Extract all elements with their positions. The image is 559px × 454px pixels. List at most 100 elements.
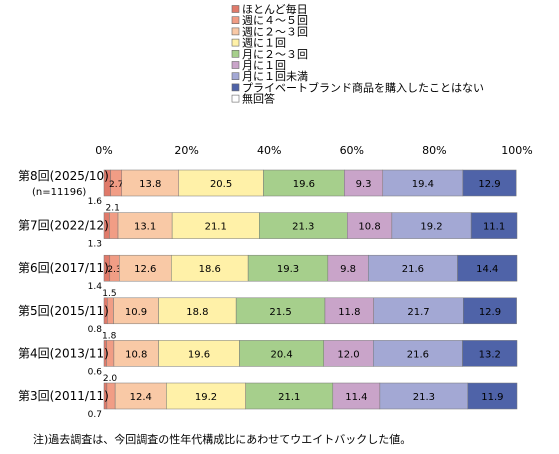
bar-segment — [462, 340, 518, 367]
bar-segment — [121, 169, 180, 197]
data-label: 11.4 — [345, 392, 367, 403]
bar-segment — [235, 297, 326, 325]
data-label: 21.3 — [413, 392, 435, 403]
x-tick-label: 40% — [257, 144, 281, 157]
data-label: 12.9 — [478, 179, 500, 190]
bar-segment — [245, 382, 334, 410]
x-tick-label: 100% — [501, 144, 532, 157]
data-label: 2.0 — [103, 374, 118, 384]
data-label: 19.3 — [277, 264, 299, 275]
bar-segment — [347, 212, 393, 239]
bar-segment — [263, 169, 345, 197]
category-label: 第6回(2017/11) — [18, 261, 109, 275]
data-label: 19.2 — [420, 222, 442, 233]
bar-segment — [344, 169, 384, 197]
bar-segment — [391, 212, 472, 239]
x-axis: 0% 20% 40% 60% 80% 100% — [95, 144, 532, 157]
data-label: 12.6 — [134, 264, 156, 275]
data-label: 21.6 — [407, 349, 429, 360]
bar-segment — [332, 382, 381, 410]
category-label: 第3回(2011/11) — [18, 389, 109, 403]
data-label: 11.8 — [338, 307, 360, 318]
bar-segment — [382, 169, 464, 197]
legend-swatch — [231, 94, 240, 103]
bar-segment — [259, 212, 348, 239]
data-label: 11.1 — [483, 222, 505, 233]
x-tick-label: 60% — [340, 144, 364, 157]
data-label: 19.6 — [293, 179, 315, 190]
data-label: 10.8 — [358, 222, 380, 233]
data-label: 13.8 — [139, 179, 161, 190]
bar-segment — [463, 297, 517, 325]
data-label: 2.7 — [109, 180, 123, 190]
data-label: 0.8 — [88, 325, 103, 335]
legend-swatch — [231, 5, 240, 13]
bar-segment — [117, 212, 173, 239]
data-label: 20.4 — [270, 349, 292, 360]
legend-swatch — [231, 83, 240, 92]
data-label: 21.6 — [402, 264, 424, 275]
legend-swatch — [231, 16, 240, 25]
legend-label: 月に１回未満 — [242, 70, 308, 83]
data-label: 13.2 — [479, 349, 501, 360]
data-label: 14.4 — [476, 264, 498, 275]
category-sublabel: (n=11196) — [32, 187, 86, 198]
data-label: 2.1 — [106, 204, 120, 214]
category-labels: 第8回(2025/10) (n=11196) 第7回(2022/12) 第6回(201… — [18, 169, 109, 403]
data-label: 1.8 — [102, 331, 117, 341]
data-label: 12.4 — [130, 392, 152, 403]
data-label: 11.9 — [481, 392, 503, 403]
x-tick-label: 80% — [422, 144, 446, 157]
legend-swatch — [231, 49, 240, 58]
data-label: 12.9 — [479, 307, 501, 318]
bar-segment — [239, 340, 324, 367]
legend-swatch — [231, 61, 240, 69]
data-label: 18.6 — [199, 264, 221, 275]
data-label: 12.0 — [337, 349, 359, 360]
bar-segment — [113, 340, 159, 367]
data-label: 18.8 — [186, 307, 208, 318]
bar-segment — [114, 382, 167, 410]
bar-segment — [457, 254, 518, 282]
data-label: 1.4 — [88, 282, 103, 292]
data-label: 19.4 — [412, 179, 434, 190]
data-label: 10.9 — [125, 307, 147, 318]
legend-label: 無回答 — [242, 92, 275, 106]
legend-label: プライベートブランド商品を購入したことはない — [242, 80, 484, 94]
data-label: 9.8 — [340, 264, 356, 275]
legend-swatch — [231, 72, 240, 80]
legend-swatch — [231, 27, 240, 36]
category-label: 第8回(2025/10) — [18, 169, 109, 183]
legend-label: 週に２～３回 — [242, 25, 308, 38]
x-tick-label: 0% — [95, 144, 112, 157]
data-label: 20.5 — [210, 179, 232, 190]
bar-segment — [467, 382, 518, 410]
bar-segment — [462, 169, 517, 197]
legend-label: 週に４～５回 — [242, 14, 308, 27]
bar-segment — [327, 254, 369, 282]
bar-segment — [323, 340, 374, 367]
data-label: 9.3 — [356, 179, 372, 190]
legend-label: 週に１回 — [242, 37, 286, 50]
data-label: 0.7 — [88, 410, 102, 420]
data-label: 0.6 — [88, 367, 103, 377]
data-label: 19.6 — [188, 349, 210, 360]
legend-label: 月に２～３回 — [242, 48, 308, 61]
bar-segment — [368, 254, 458, 282]
data-label: 2.3 — [107, 265, 121, 275]
bar-segment — [158, 340, 240, 367]
data-label: 10.8 — [125, 349, 147, 360]
bar-segment — [379, 382, 469, 410]
legend: ほとんど毎日週に４～５回週に２～３回週に１回月に２～３回月に１回月に１回未満プラ… — [231, 3, 484, 106]
bar-segment — [470, 212, 518, 239]
x-tick-label: 20% — [174, 144, 198, 157]
category-label: 第7回(2022/12) — [18, 219, 109, 233]
bar-segment — [109, 212, 119, 239]
legend-label: 月に１回 — [242, 59, 286, 72]
data-label: 21.1 — [278, 392, 300, 403]
data-label: 21.7 — [407, 307, 429, 318]
data-label: 19.2 — [195, 392, 217, 403]
data-label: 13.1 — [134, 222, 156, 233]
data-label: 1.5 — [102, 289, 116, 299]
